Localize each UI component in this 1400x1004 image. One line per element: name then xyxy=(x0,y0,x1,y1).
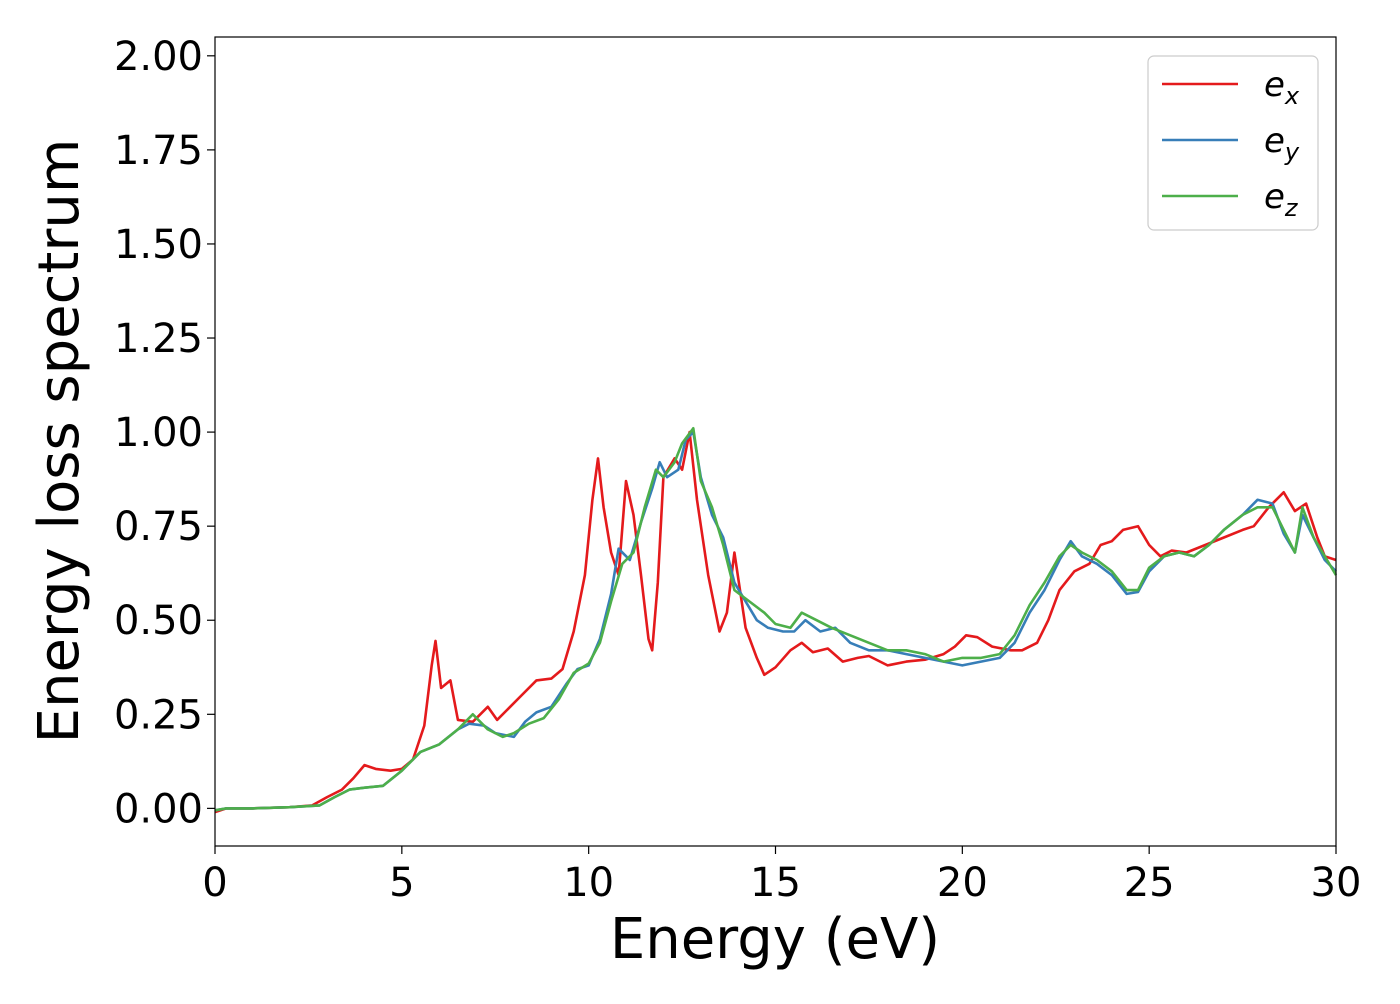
y-tick-label: 1.25 xyxy=(114,316,203,362)
y-tick-label: 0.00 xyxy=(114,786,203,832)
x-tick-label: 30 xyxy=(1311,860,1362,906)
legend-label-subscript: y xyxy=(1284,138,1300,166)
series-line-e-x xyxy=(214,430,1337,814)
legend-label-subscript: z xyxy=(1284,194,1299,222)
x-tick-label: 5 xyxy=(389,860,414,906)
y-tick-label: 2.00 xyxy=(114,34,203,80)
y-tick-label: 0.75 xyxy=(114,504,203,550)
legend-label: ez xyxy=(1264,177,1299,222)
y-tick-label: 1.75 xyxy=(114,128,203,174)
legend-box xyxy=(1147,55,1319,231)
x-axis-label: Energy (eV) xyxy=(610,907,940,972)
legend-label: ex xyxy=(1264,65,1300,110)
y-axis-label: Energy loss spectrum xyxy=(27,139,92,744)
series-line-e-z xyxy=(214,427,1338,812)
x-tick-label: 20 xyxy=(937,860,988,906)
legend-label: ey xyxy=(1264,121,1300,166)
legend-label-base: e xyxy=(1264,121,1285,161)
series-layer xyxy=(214,427,1338,814)
x-tick-label: 25 xyxy=(1124,860,1175,906)
y-tick-label: 0.25 xyxy=(114,692,203,738)
legend-label-subscript: x xyxy=(1284,82,1300,110)
y-tick-label: 0.50 xyxy=(114,598,203,644)
y-axis-ticks: 0.00 0.25 0.50 0.75 1.00 1.25 1.50 1.75 2.00 xyxy=(114,34,215,832)
x-tick-label: 10 xyxy=(563,860,614,906)
y-tick-label: 1.00 xyxy=(114,410,203,456)
legend-label-base: e xyxy=(1264,177,1285,217)
x-axis-ticks: 0 5 10 15 20 25 30 xyxy=(202,846,1361,906)
legend-label-base: e xyxy=(1264,65,1285,105)
x-tick-label: 0 xyxy=(202,860,227,906)
y-tick-label: 1.50 xyxy=(114,222,203,268)
x-tick-label: 15 xyxy=(750,860,801,906)
